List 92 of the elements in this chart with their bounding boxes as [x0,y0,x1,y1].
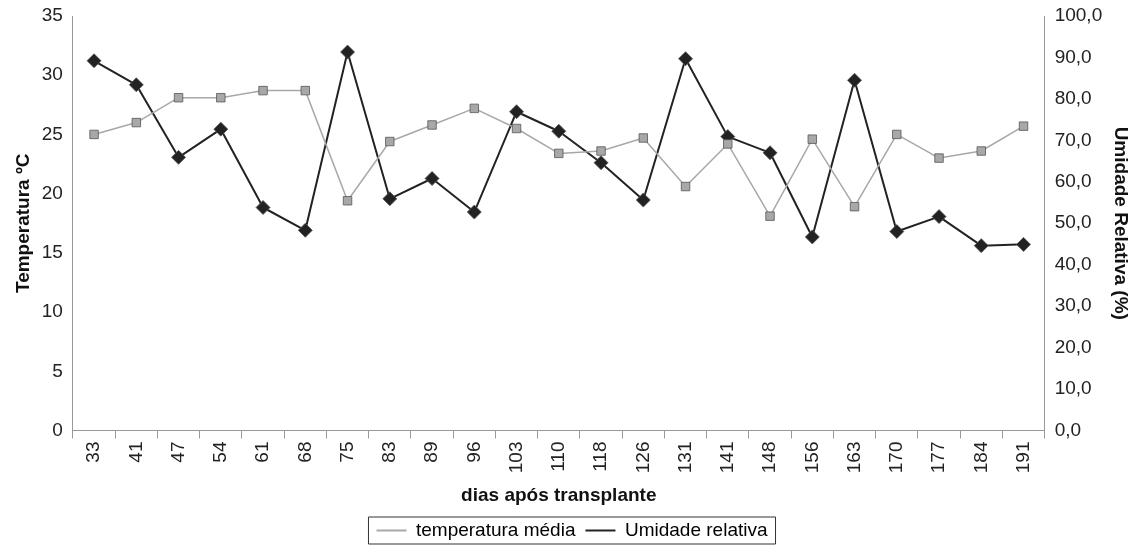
y2-tick-label: 10,0 [1054,377,1092,399]
x-tick-label: 191 [1011,441,1033,474]
point [213,121,229,137]
point [131,117,141,128]
point [1018,121,1029,131]
point [258,85,268,96]
point [340,44,355,60]
y2-tick-label: 30,0 [1054,294,1092,316]
point [554,148,564,159]
point [171,149,186,165]
point [86,53,102,69]
x-tick-label: 170 [885,441,907,474]
y-tick-label: 5 [52,359,63,381]
y-tick-label: 15 [41,241,63,263]
y2-tick-label: 80,0 [1054,87,1092,109]
point [509,104,524,120]
point [342,196,353,206]
y-tick-label: 10 [41,300,63,322]
point [466,204,482,220]
y2-tick-label: 20,0 [1054,335,1092,357]
point [847,72,862,88]
point [469,103,479,114]
point [931,209,947,225]
y-tick-label: 0 [52,418,63,440]
point [216,93,226,103]
point [889,224,905,239]
point [427,120,437,130]
point [382,191,398,207]
x-tick-label: 184 [969,441,991,474]
y2-tick-label: 60,0 [1054,170,1092,192]
x-tick-label: 68 [293,441,315,463]
y-tick-label: 35 [41,4,63,26]
x-tick-label: 96 [462,441,484,463]
point [551,123,567,139]
point [973,238,989,254]
x-tick-label: 148 [758,441,780,474]
point [762,145,778,161]
point [424,171,440,186]
x-tick-label: 118 [589,441,611,472]
x-tick-label: 89 [420,441,442,463]
x-tick-label: 103 [504,441,526,474]
x-tick-label: 47 [166,441,188,463]
x-tick-label: 177 [927,441,949,474]
x-axis-title: dias após transplante [461,483,657,505]
x-tick-label: 54 [209,441,231,463]
point [128,77,144,93]
point [678,51,693,67]
point [638,133,648,143]
y-tick-label: 20 [41,181,63,203]
point [804,229,820,245]
point [1016,236,1031,252]
point [849,202,860,212]
point [593,155,609,171]
x-tick-label: 141 [716,441,738,474]
point [807,134,817,144]
point [765,211,775,221]
y2-tick-label: 0,0 [1054,418,1082,440]
point [976,146,986,156]
y2-tick-label: 70,0 [1054,128,1092,150]
point [385,136,395,147]
legend-label: temperatura média [415,518,576,540]
point [255,200,271,215]
y2-tick-label: 50,0 [1054,211,1092,233]
legend-label: Umidade relativa [624,518,768,540]
point [934,153,944,163]
point [300,85,310,96]
x-tick-label: 75 [335,441,357,463]
x-tick-label: 110 [547,441,569,472]
x-tick-label: 131 [673,441,695,474]
x-tick-label: 83 [378,441,400,463]
point [297,222,313,238]
x-tick-label: 126 [631,441,653,474]
point [635,192,651,208]
y-tick-label: 25 [41,122,63,144]
y2-tick-label: 40,0 [1054,252,1092,274]
y-axis-title: Temperatura ºC [11,153,33,294]
x-tick-label: 41 [124,441,146,463]
point [723,139,733,149]
point [680,181,691,192]
x-tick-label: 61 [251,441,273,463]
point [596,146,606,156]
y2-tick-label: 100,0 [1054,4,1103,26]
point [511,123,522,134]
y2-axis-title: Umidade Relativa (%) [1111,126,1133,320]
x-tick-label: 163 [842,441,864,474]
point [892,129,902,140]
x-tick-label: 156 [800,441,822,474]
x-tick-label: 33 [82,441,104,463]
point [173,93,184,103]
y-tick-label: 30 [41,63,63,85]
y2-tick-label: 90,0 [1054,45,1092,67]
point [89,129,99,140]
